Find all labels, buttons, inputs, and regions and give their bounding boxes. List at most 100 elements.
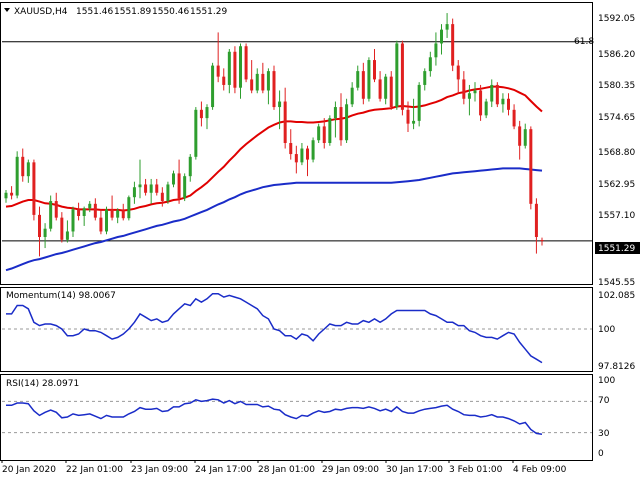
candle-body — [333, 107, 337, 119]
candle-body — [222, 76, 226, 85]
candle-body — [121, 210, 125, 219]
ohlc-high: 1551.89 — [114, 7, 151, 17]
candle-body — [350, 87, 354, 105]
current-price-tag — [595, 242, 640, 254]
candle-body — [440, 29, 443, 44]
candle-body — [54, 201, 58, 218]
candle-body — [71, 209, 75, 232]
price-axis-label: 1586.20 — [598, 50, 635, 60]
candle-body — [250, 79, 254, 91]
candlesticks — [4, 13, 544, 257]
candle-body — [49, 201, 53, 229]
candle-body — [462, 79, 466, 99]
candle-body — [322, 126, 326, 143]
panel-frame — [0, 374, 593, 461]
candle-body — [93, 203, 97, 218]
candle-body — [456, 65, 460, 80]
candle-body — [38, 214, 41, 237]
candle-body — [21, 156, 25, 177]
candle-body — [306, 148, 309, 160]
candle-body — [289, 143, 293, 155]
candle-body — [26, 162, 30, 177]
candle-body — [239, 46, 242, 88]
momentum-axis-label: 97.8126 — [598, 362, 635, 372]
candle-body — [479, 90, 483, 116]
time-axis-label: 4 Feb 09:00 — [513, 465, 567, 475]
candle-body — [194, 109, 198, 157]
candle-body — [255, 73, 259, 91]
candle-body — [132, 187, 136, 198]
candle-body — [166, 184, 170, 202]
candle-body — [311, 140, 315, 160]
candle-body — [512, 109, 516, 127]
candle-body — [300, 148, 304, 163]
candle-body — [507, 98, 510, 110]
candle-body — [445, 24, 449, 30]
price-axis[interactable]: 1592.05 1586.20 1580.35 1574.65 1568.80 … — [595, 14, 640, 288]
candle-body — [211, 65, 215, 108]
symbol-title: XAUUSD,H4 — [14, 7, 68, 17]
momentum-title: Momentum(14) 98.0067 — [6, 291, 116, 301]
candle-body — [272, 71, 276, 108]
candle-body — [82, 208, 86, 216]
rsi-axis-label: 30 — [598, 429, 610, 439]
price-axis-label: 1580.35 — [598, 81, 635, 91]
candle-body — [105, 209, 108, 232]
price-axis-label: 1557.10 — [598, 211, 635, 221]
candle-body — [518, 126, 522, 146]
ohlc-close: 1551.29 — [190, 7, 227, 17]
time-axis[interactable]: 20 Jan 2020 22 Jan 01:00 23 Jan 09:00 24… — [1, 460, 567, 475]
candle-body — [523, 129, 527, 146]
rsi-panel[interactable]: RSI(14) 28.0971 100 70 30 0 — [2, 376, 615, 459]
candle-body — [261, 73, 265, 91]
rsi-title: RSI(14) 28.0971 — [6, 379, 79, 389]
candle-body — [15, 156, 19, 196]
candle-body — [183, 176, 187, 199]
candle-body — [400, 43, 404, 110]
candle-body — [495, 84, 499, 105]
candle-body — [278, 101, 282, 108]
price-axis-label: 1568.80 — [598, 148, 635, 158]
candle-body — [244, 46, 248, 80]
candle-body — [484, 101, 488, 116]
candle-body — [490, 84, 494, 102]
candle-body — [378, 79, 382, 99]
slow-moving-average — [5, 167, 543, 272]
candle-body — [160, 192, 164, 202]
candle-body — [116, 210, 120, 218]
rsi-series-line — [6, 398, 543, 435]
candle-body — [110, 209, 114, 218]
candle-body — [501, 98, 505, 105]
momentum-panel[interactable]: Momentum(14) 98.0067 102.085 100 97.8126 — [2, 291, 635, 372]
candle-body — [367, 60, 371, 99]
candle-body — [406, 109, 410, 124]
collapse-triangle-icon[interactable] — [4, 8, 10, 12]
time-axis-label: 22 Jan 01:00 — [66, 465, 123, 475]
momentum-axis-label: 100 — [598, 325, 615, 335]
ohlc-open: 1551.46 — [76, 7, 113, 17]
candle-body — [384, 76, 388, 99]
candle-body — [266, 71, 270, 91]
candle-body — [423, 71, 427, 85]
candle-body — [540, 239, 544, 241]
price-panel[interactable]: XAUUSD,H4 1551.46 1551.89 1550.46 1551.2… — [2, 7, 594, 272]
candle-body — [199, 109, 203, 119]
candle-body — [417, 84, 421, 121]
time-axis-label: 24 Jan 17:00 — [195, 465, 252, 475]
candle-body — [317, 126, 321, 141]
candle-body — [177, 173, 181, 199]
time-axis-label: 20 Jan 2020 — [2, 465, 56, 475]
candle-body — [395, 43, 399, 108]
panel-frames — [0, 2, 593, 461]
candle-body — [534, 203, 538, 237]
candle-body — [32, 162, 36, 215]
candle-body — [328, 118, 332, 143]
panel-frame — [0, 2, 593, 285]
panel-frame — [0, 287, 593, 372]
time-axis-label: 3 Feb 01:00 — [449, 465, 503, 475]
candle-body — [127, 197, 131, 219]
candle-body — [65, 231, 69, 240]
candle-body — [356, 71, 360, 88]
candle-body — [60, 217, 64, 240]
